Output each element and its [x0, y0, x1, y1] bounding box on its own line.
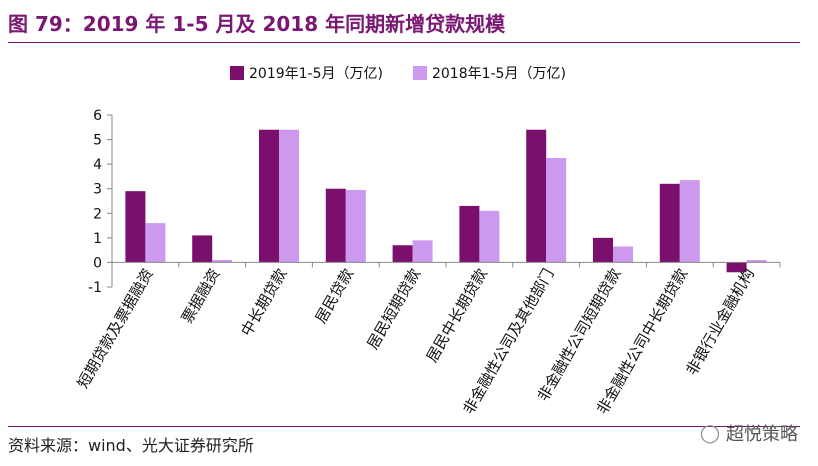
wechat-icon: ◯	[699, 422, 720, 444]
legend-swatch-2019	[230, 66, 244, 80]
chart-legend: 2019年1-5月（万亿) 2018年1-5月（万亿)	[230, 63, 566, 83]
bar-2019-4	[392, 245, 413, 263]
legend-label-2018: 2018年1-5月（万亿)	[431, 66, 566, 82]
x-tick-label: 非银行业金融机构	[682, 265, 758, 378]
bar-2018-3	[345, 189, 366, 263]
legend-item-2018: 2018年1-5月（万亿)	[412, 63, 566, 83]
watermark: ◯ 超悦策略	[700, 420, 798, 446]
bar-2019-0	[125, 191, 146, 263]
bar-2019-1	[192, 235, 213, 263]
bar-2019-7	[593, 237, 613, 263]
x-tick-label: 票据融资	[178, 265, 224, 326]
bar-2019-2	[259, 129, 279, 263]
y-tick-label: 6	[93, 108, 102, 124]
y-tick-label: 0	[93, 255, 102, 271]
y-tick-label: -1	[88, 280, 102, 296]
chart-title: 图 79：2019 年 1-5 月及 2018 年同期新增贷款规模	[8, 12, 506, 36]
bar-2019-3	[325, 188, 346, 263]
x-axis	[111, 261, 781, 268]
x-tick-label: 居民短期贷款	[363, 265, 424, 352]
bar-2019-6	[526, 129, 547, 263]
bars	[125, 129, 767, 273]
x-tick-label: 短期贷款及票据融资	[74, 265, 157, 391]
bar-2018-2	[279, 129, 299, 263]
y-tick-label: 4	[93, 157, 102, 173]
y-tick-label: 3	[93, 182, 102, 198]
legend-item-2019: 2019年1-5月（万亿)	[230, 63, 383, 83]
source-note: 资料来源：wind、光大证券研究所	[8, 436, 254, 455]
bar-2018-1	[212, 259, 233, 263]
x-tick-label: 居民贷款	[312, 265, 358, 326]
bar-2018-0	[145, 223, 166, 263]
x-tick-labels: 短期贷款及票据融资 票据融资 中长期贷款 居民贷款 居民短期贷款居民中长期贷款非金融性公…	[74, 265, 758, 417]
bar-2018-9	[746, 259, 767, 263]
bar-2019-5	[459, 205, 480, 263]
bar-2018-7	[613, 246, 633, 263]
y-tick-label: 2	[93, 206, 102, 222]
bar-2018-6	[546, 158, 567, 263]
bar-2018-8	[679, 180, 700, 263]
x-tick-label: 居民中长期贷款	[423, 265, 491, 365]
footer-divider	[8, 426, 800, 427]
y-tick-label: 5	[93, 133, 102, 149]
y-axis: 6 5 4 3 2 1 0 -1	[88, 108, 113, 296]
y-tick-label: 1	[93, 231, 102, 247]
watermark-text: 超悦策略	[726, 424, 798, 445]
bar-2019-9	[726, 262, 747, 273]
bar-2018-4	[412, 240, 433, 263]
legend-label-2019: 2019年1-5月（万亿)	[249, 66, 383, 82]
bar-2019-8	[659, 183, 680, 263]
x-tick-label: 中长期贷款	[237, 265, 290, 339]
legend-swatch-2018	[412, 66, 427, 80]
bar-2018-5	[479, 210, 500, 263]
title-divider	[8, 42, 800, 43]
